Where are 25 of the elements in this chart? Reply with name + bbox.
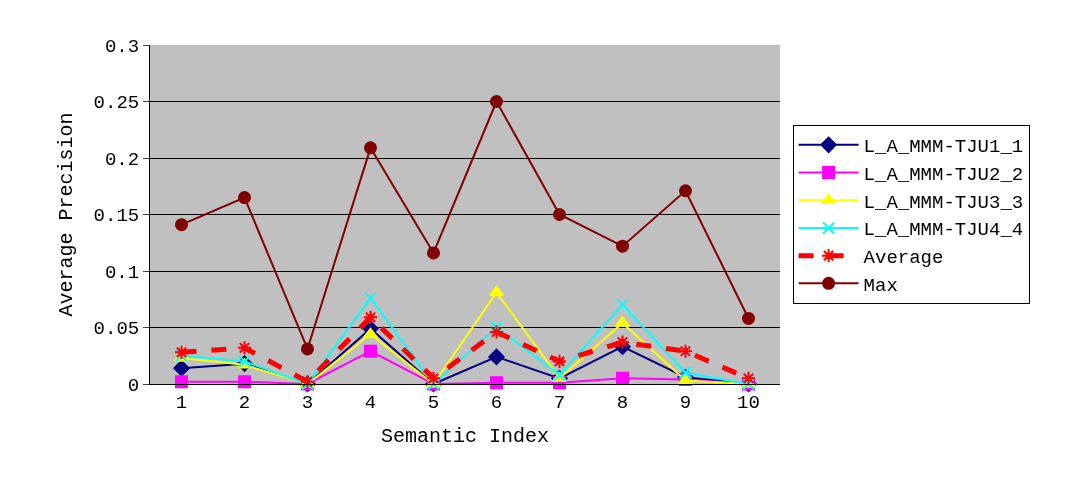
- x-tick-label: 6: [490, 391, 503, 414]
- x-tick-label: 1: [175, 391, 188, 414]
- x-tick-label: 9: [679, 391, 692, 414]
- y-tick-label: 0.15: [93, 205, 140, 228]
- y-tick-label: 0: [127, 374, 140, 397]
- legend-label: Max: [863, 274, 898, 297]
- legend-label: L_A_MMM-TJU3_3: [863, 191, 1024, 214]
- x-tick-label: 2: [238, 391, 251, 414]
- legend-label: Average: [863, 247, 944, 270]
- y-axis-title: Average Precision: [55, 112, 79, 317]
- x-axis-title: Semantic Index: [380, 425, 550, 449]
- y-tick-label: 0.25: [93, 92, 140, 115]
- x-tick-label: 3: [301, 391, 314, 414]
- x-tick-label: 4: [364, 391, 377, 414]
- legend-label: L_A_MMM-TJU4_4: [863, 219, 1024, 242]
- y-tick-label: 0.2: [104, 148, 140, 171]
- y-tick-label: 0.05: [93, 318, 140, 341]
- legend-label: L_A_MMM-TJU2_2: [863, 163, 1024, 186]
- y-tick-label: 0.3: [104, 35, 140, 58]
- x-tick-label: 5: [427, 391, 440, 414]
- x-tick-label: 8: [616, 391, 629, 414]
- x-tick-label: 10: [737, 391, 760, 414]
- x-tick-label: 7: [553, 391, 566, 414]
- y-tick-label: 0.1: [104, 261, 140, 284]
- legend-label: L_A_MMM-TJU1_1: [863, 136, 1024, 159]
